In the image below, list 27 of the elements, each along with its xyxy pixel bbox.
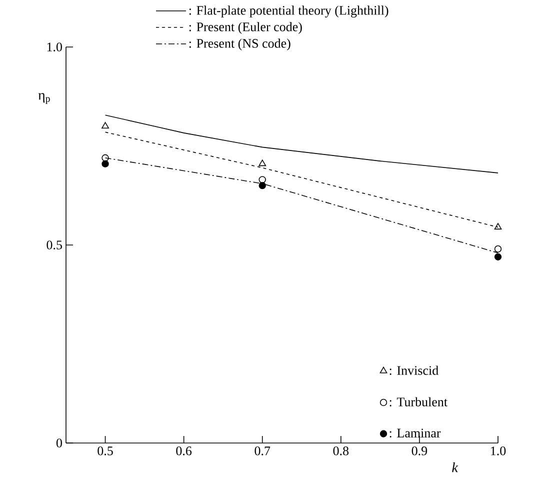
legend-label: : Present (NS code) [189,38,290,50]
point [258,176,266,184]
point [494,222,502,230]
y-tick-label: 0 [56,438,62,448]
line-series [104,114,498,174]
x-tick-label: 0.6 [176,446,192,456]
x-tick-label: 1.0 [491,446,506,456]
point [102,160,109,168]
legend-label: : Laminar [390,428,441,438]
y-axis-title: η$_{p}$ [38,93,50,104]
point [494,245,502,253]
x-axis-title: k [452,462,458,472]
point [258,182,266,190]
point [102,122,109,128]
legend-label: : Present (Euler code) [189,22,302,34]
x-tick-label: 0.7 [254,446,270,456]
legend-label: : Inviscid [390,366,438,375]
x-tick-label: 0.8 [333,446,349,456]
legend-label: : Turbulent [390,397,448,406]
y-tick-label: 0.5 [46,240,62,250]
point [494,253,502,260]
point [258,160,266,166]
y-tick-label: 1.0 [47,42,62,52]
legend-label: : Flat-plate potential theory (Lighthill) [189,6,388,18]
x-tick-label: 0.9 [412,446,428,456]
x-tick-label: 0.5 [98,446,113,456]
point [102,154,109,162]
